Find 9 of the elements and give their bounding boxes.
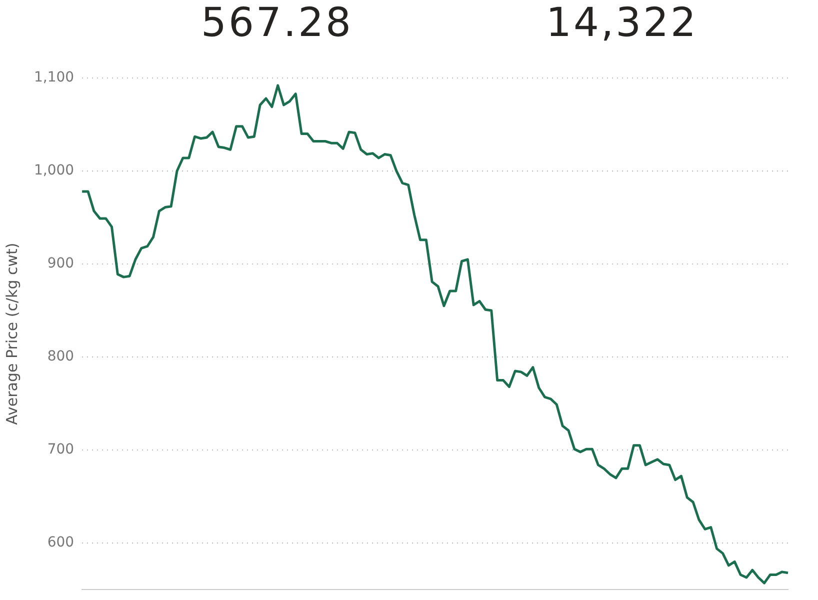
y-tick-label: 800	[47, 348, 74, 365]
text: 567.28	[200, 0, 354, 46]
y-tick-label: 900	[47, 256, 74, 272]
y-tick-label: 1,000	[34, 162, 74, 179]
y-tick-label: 1,100	[34, 70, 74, 86]
y-tick-label: 600	[47, 534, 74, 551]
text: 14,322	[545, 0, 699, 46]
y-tick-label: 700	[47, 442, 74, 458]
y-axis-title: Average Price (c/kg cwt)	[2, 242, 21, 425]
